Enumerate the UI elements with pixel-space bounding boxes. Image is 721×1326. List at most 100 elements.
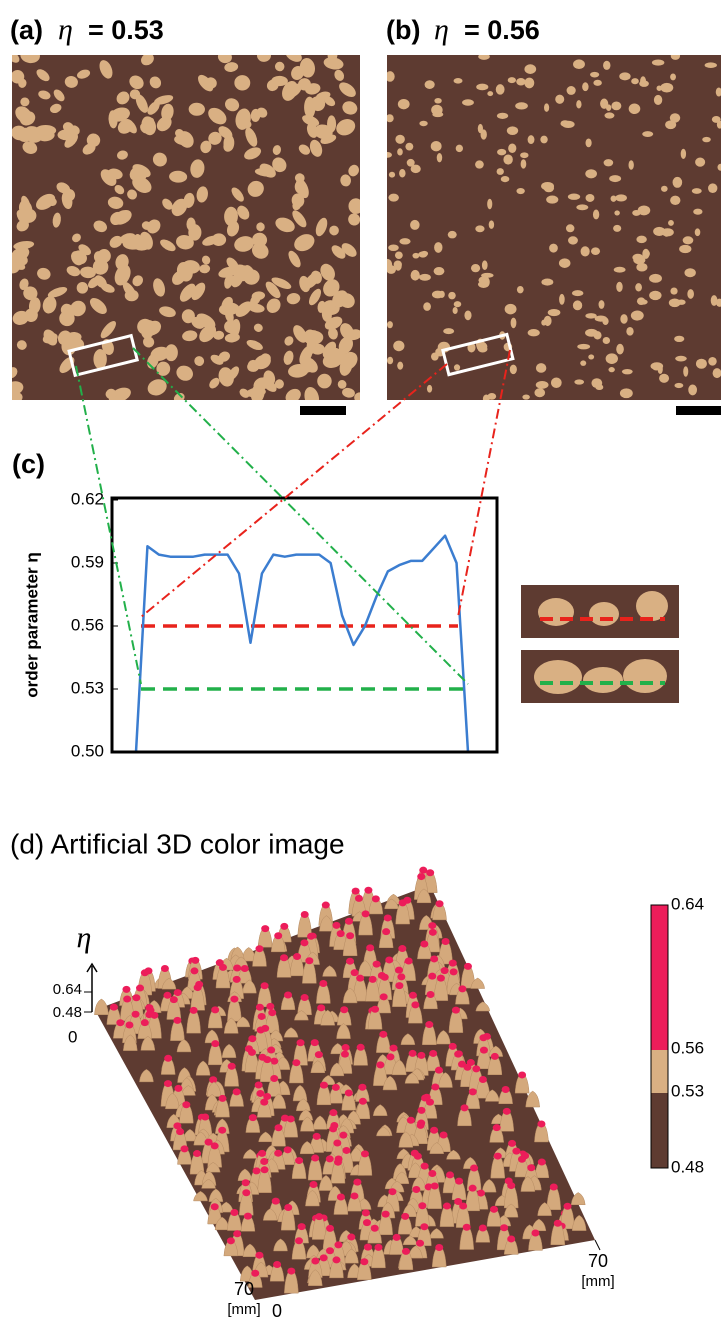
colorbar-label: 0.48 bbox=[671, 1157, 704, 1176]
peak-top bbox=[170, 996, 178, 1003]
peak-top bbox=[418, 1202, 426, 1209]
blob bbox=[521, 159, 527, 168]
blob bbox=[544, 184, 554, 192]
peak-top bbox=[346, 932, 354, 939]
peak-top bbox=[233, 976, 241, 983]
blob bbox=[471, 264, 480, 272]
peak-top bbox=[307, 933, 315, 940]
blob bbox=[431, 141, 442, 151]
blob bbox=[476, 84, 488, 91]
blob bbox=[628, 160, 633, 170]
blob bbox=[419, 121, 427, 127]
peak-top bbox=[454, 1051, 462, 1058]
colorbar: 0.64 0.56 0.53 0.48 bbox=[651, 894, 704, 1176]
blob bbox=[577, 344, 590, 350]
blob bbox=[434, 242, 442, 253]
blob bbox=[623, 659, 667, 693]
blob bbox=[481, 273, 493, 278]
blob bbox=[399, 238, 410, 244]
peak-top bbox=[261, 1166, 269, 1173]
blob bbox=[462, 99, 474, 105]
blob bbox=[674, 336, 684, 342]
peak-top bbox=[363, 1219, 371, 1226]
blob bbox=[475, 160, 484, 168]
peak-top bbox=[298, 1223, 306, 1230]
blob bbox=[393, 341, 404, 352]
blob bbox=[603, 61, 610, 70]
peak-top bbox=[357, 1044, 365, 1051]
peak-top bbox=[393, 1234, 401, 1241]
blob bbox=[637, 297, 645, 305]
blob bbox=[434, 267, 445, 275]
blob bbox=[684, 268, 695, 277]
data-line bbox=[136, 536, 468, 752]
peak-top bbox=[326, 1247, 334, 1254]
peak-top bbox=[272, 1198, 280, 1205]
peak-top bbox=[332, 1084, 340, 1091]
blob bbox=[599, 300, 605, 309]
blob bbox=[683, 366, 688, 376]
peak-top bbox=[435, 1067, 443, 1074]
blob bbox=[399, 169, 405, 177]
peak-top bbox=[257, 1027, 265, 1034]
peak-top bbox=[256, 1004, 264, 1011]
peak-top bbox=[301, 994, 309, 1001]
peak-top bbox=[401, 1213, 409, 1220]
blob bbox=[454, 364, 460, 370]
peak-top bbox=[381, 974, 389, 981]
peak-top bbox=[527, 1164, 535, 1171]
peak-top bbox=[472, 1065, 480, 1072]
blob bbox=[395, 261, 402, 271]
peak-top bbox=[326, 1155, 334, 1162]
peak-top bbox=[319, 980, 327, 987]
peak-top bbox=[341, 1051, 349, 1058]
peak-top bbox=[256, 1090, 264, 1097]
peak-top bbox=[329, 1109, 337, 1116]
blob bbox=[687, 289, 694, 299]
blob bbox=[702, 137, 711, 142]
peak-top bbox=[384, 914, 392, 921]
panel-value: = 0.53 bbox=[88, 15, 164, 45]
peak-top bbox=[508, 1140, 516, 1147]
peak-top bbox=[507, 1235, 515, 1242]
peak-top bbox=[431, 1183, 439, 1190]
blob bbox=[619, 72, 630, 80]
peak-top bbox=[417, 1122, 425, 1129]
blob bbox=[593, 209, 599, 219]
blob bbox=[695, 228, 701, 236]
peak-top bbox=[322, 902, 330, 909]
blob bbox=[423, 302, 431, 311]
blob bbox=[683, 236, 694, 244]
peak-top bbox=[274, 932, 282, 939]
colorbar-label: 0.53 bbox=[671, 1081, 704, 1100]
peak-top bbox=[503, 1108, 511, 1115]
blob bbox=[688, 384, 697, 395]
peak-top bbox=[251, 1270, 259, 1277]
blob bbox=[574, 379, 584, 384]
blob bbox=[464, 310, 471, 320]
blob bbox=[567, 86, 576, 95]
panel-value: = 0.56 bbox=[464, 15, 540, 45]
peak-top bbox=[164, 1080, 172, 1087]
blob bbox=[443, 328, 454, 334]
peak-top bbox=[355, 895, 363, 902]
peak-top bbox=[339, 1132, 347, 1139]
peak-top bbox=[211, 1040, 219, 1047]
peak-top bbox=[414, 1153, 422, 1160]
blob bbox=[412, 253, 419, 259]
peak-top bbox=[407, 1117, 415, 1124]
peak-top bbox=[477, 1190, 485, 1197]
blob bbox=[555, 95, 564, 104]
peak-top bbox=[270, 1075, 278, 1082]
peak-top bbox=[255, 1252, 263, 1259]
peak-top bbox=[164, 1055, 172, 1062]
blob bbox=[604, 112, 614, 118]
peak-top bbox=[311, 1155, 319, 1162]
blob bbox=[614, 210, 620, 215]
blob bbox=[549, 244, 558, 253]
blob bbox=[524, 64, 536, 74]
peak-top bbox=[116, 1019, 124, 1026]
peak-top bbox=[373, 961, 381, 968]
blob bbox=[546, 196, 558, 204]
peak-top bbox=[313, 1133, 321, 1140]
